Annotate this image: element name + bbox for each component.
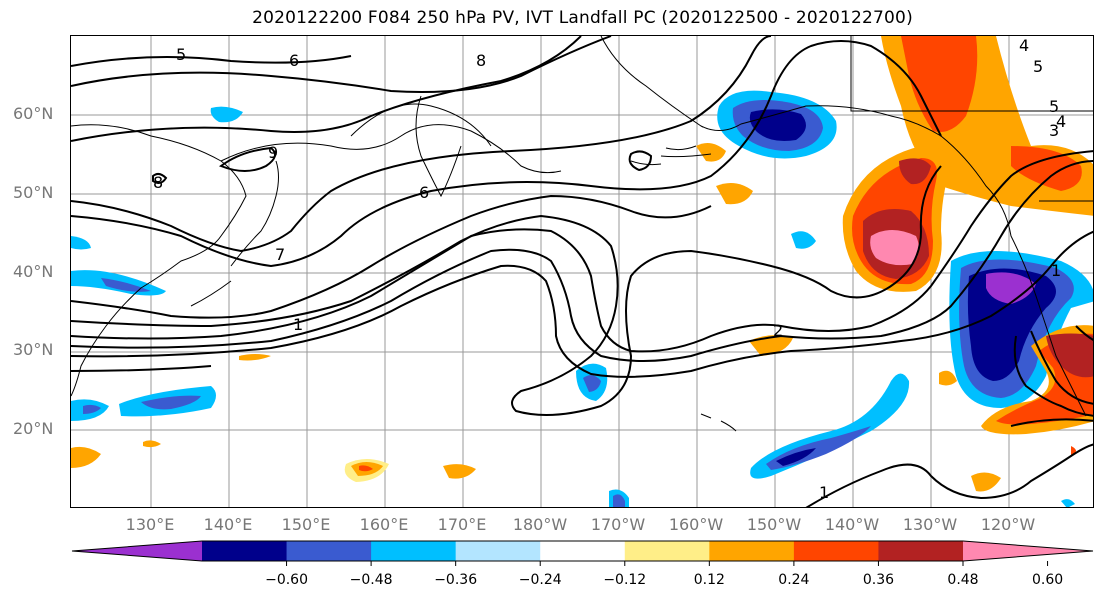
lon-label-130e: 130°E bbox=[125, 515, 175, 534]
lat-label-40n: 40°N bbox=[13, 262, 54, 281]
lon-label-130w: 130°W bbox=[902, 515, 958, 534]
figure-title: 2020122200 F084 250 hPa PV, IVT Landfall… bbox=[252, 8, 913, 28]
contour-label: 3 bbox=[1049, 121, 1059, 140]
lon-label-180w: 180°W bbox=[512, 515, 568, 534]
colorbar-tick-label: 0.60 bbox=[1031, 572, 1064, 588]
lon-label-150w: 150°W bbox=[746, 515, 802, 534]
contour-label: 7 bbox=[275, 245, 285, 264]
lat-label-50n: 50°N bbox=[13, 183, 54, 202]
colorbar-segment bbox=[878, 541, 964, 561]
lon-label-140e: 140°E bbox=[203, 515, 253, 534]
colorbar-tick-label: 0.36 bbox=[862, 572, 895, 588]
lat-label-60n: 60°N bbox=[13, 104, 54, 123]
contour-label: 5 bbox=[1049, 97, 1059, 116]
colorbar-segment bbox=[371, 541, 457, 561]
pv-contours bbox=[71, 36, 1093, 507]
contour-label: 2 bbox=[773, 321, 783, 340]
contour-label: 4 bbox=[1019, 36, 1029, 55]
lon-label-170e: 170°E bbox=[437, 515, 487, 534]
lon-label-160e: 160°E bbox=[359, 515, 409, 534]
lon-label-150e: 150°E bbox=[281, 515, 331, 534]
colorbar-segment bbox=[202, 541, 288, 561]
colorbar-segment bbox=[624, 541, 710, 561]
lon-label-160w: 160°W bbox=[668, 515, 724, 534]
map-panel: 5 6 8 6 9 8 7 6 1 2 1 4 5 5 4 3 1 bbox=[70, 35, 1094, 508]
contour-label: 1 bbox=[293, 315, 303, 334]
colorbar-segment bbox=[709, 541, 795, 561]
contour-label: 1 bbox=[1051, 261, 1061, 280]
lat-label-20n: 20°N bbox=[13, 419, 54, 438]
map-svg: 5 6 8 6 9 8 7 6 1 2 1 4 5 5 4 3 1 bbox=[71, 36, 1093, 507]
lon-label-120w: 120°W bbox=[980, 515, 1036, 534]
contour-labels: 5 6 8 6 9 8 7 6 1 2 1 4 5 5 4 3 1 bbox=[153, 36, 1066, 502]
lat-label-30n: 30°N bbox=[13, 340, 54, 359]
colorbar-tick-label: −0.36 bbox=[434, 572, 478, 588]
colorbar-outline bbox=[71, 540, 1094, 562]
colorbar-segment bbox=[72, 541, 202, 561]
colorbar-segment bbox=[286, 541, 372, 561]
colorbar-segments bbox=[71, 540, 1094, 566]
contour-label: 5 bbox=[176, 45, 186, 64]
ivt-positive-fills bbox=[71, 36, 1093, 492]
colorbar-tick-label: −0.60 bbox=[265, 572, 308, 588]
colorbar-tick-label: −0.48 bbox=[349, 572, 393, 588]
colorbar-tick-label: 0.24 bbox=[778, 572, 810, 588]
colorbar-segment bbox=[540, 541, 626, 561]
colorbar-tick-label: 0.12 bbox=[693, 572, 725, 588]
lon-label-170w: 170°W bbox=[590, 515, 646, 534]
colorbar-segment bbox=[793, 541, 879, 561]
contour-label: 5 bbox=[1033, 57, 1043, 76]
contour-label: 8 bbox=[476, 51, 486, 70]
contour-label: 4 bbox=[1056, 112, 1066, 131]
lon-label-140w: 140°W bbox=[824, 515, 880, 534]
colorbar-segment bbox=[455, 541, 541, 561]
contour-label: 9 bbox=[268, 143, 278, 162]
contour-label: 6 bbox=[289, 51, 299, 70]
ivt-negative-fills bbox=[71, 90, 1093, 507]
colorbar-segment bbox=[963, 541, 1093, 561]
contour-label: 1 bbox=[819, 483, 829, 502]
colorbar-tick-label: 0.48 bbox=[947, 572, 979, 588]
contour-label: 8 bbox=[153, 173, 163, 192]
coastlines bbox=[71, 36, 1093, 432]
colorbar-tick-label: −0.12 bbox=[603, 572, 647, 588]
contour-label: 6 bbox=[419, 183, 429, 202]
colorbar-tick-label: −0.24 bbox=[518, 572, 562, 588]
